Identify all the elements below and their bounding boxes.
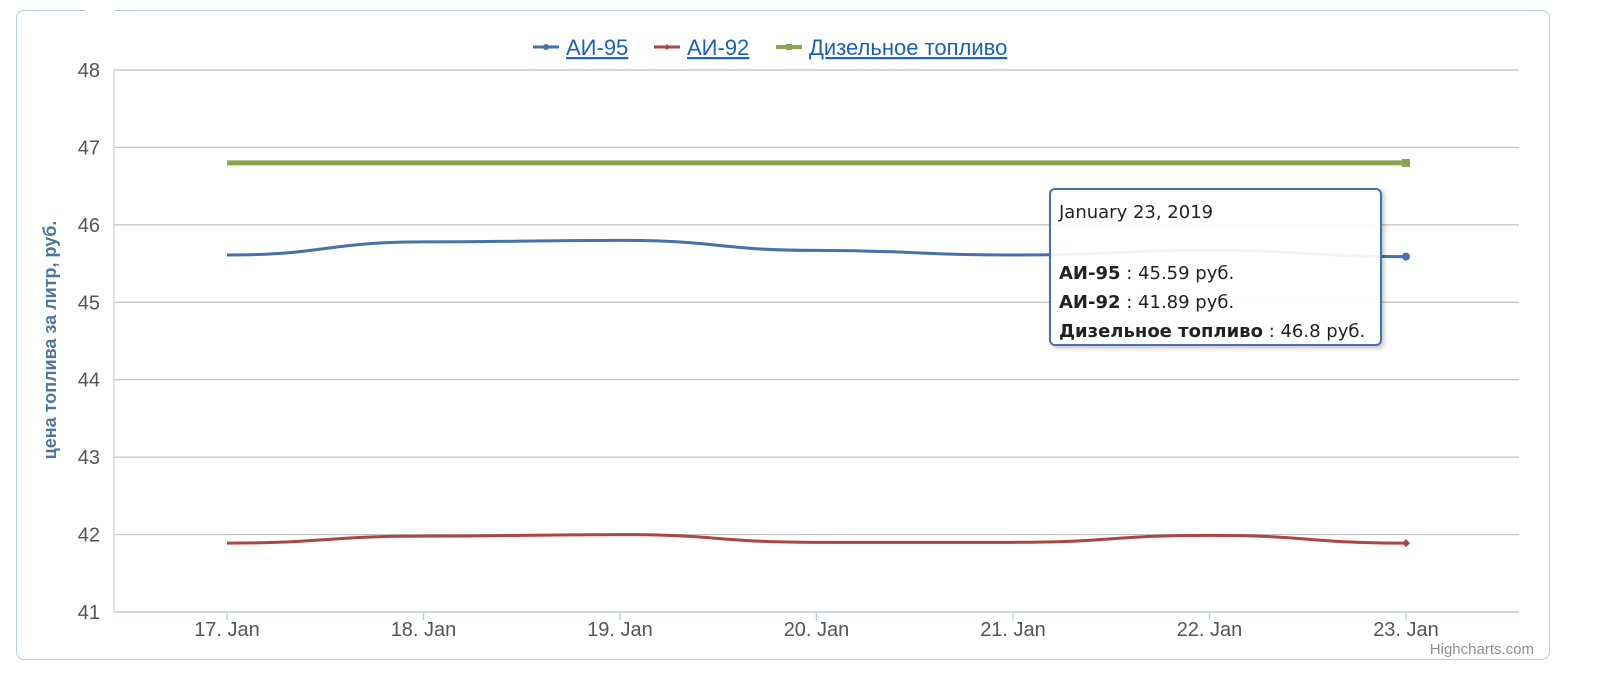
x-tick-label: 19. Jan [587, 619, 653, 641]
legend-label[interactable]: АИ-95 [566, 35, 628, 60]
y-tick-label: 42 [78, 525, 100, 547]
legend-item[interactable]: АИ-95 [533, 35, 628, 60]
y-tick-label: 41 [78, 602, 100, 624]
chart-container [16, 3, 1550, 660]
series-line [226, 533, 1407, 545]
tooltip-row: АИ-92 : 41.89 руб. [1059, 288, 1372, 317]
legend: АИ-95 АИ-92 Дизельное топливо [533, 35, 1007, 60]
legend-marker [786, 44, 792, 50]
y-axis-ticks: 41 42 43 44 45 46 47 48 [78, 60, 100, 624]
legend-item[interactable]: АИ-92 [654, 35, 749, 60]
tooltip-series-value: : 45.59 руб. [1126, 263, 1235, 284]
tooltip-series-name: АИ-95 [1059, 263, 1121, 284]
y-tick-label: 45 [78, 292, 100, 314]
tooltip-date: January 23, 2019 [1059, 202, 1214, 223]
y-tick-label: 43 [78, 447, 100, 469]
tooltip-series-name: Дизельное топливо [1059, 321, 1263, 342]
tooltip-series-name: АИ-92 [1059, 292, 1121, 313]
frame-notch [85, 3, 115, 19]
tooltip-series-value: : 41.89 руб. [1126, 292, 1235, 313]
x-tick-label: 17. Jan [194, 619, 260, 641]
x-tick-label: 20. Jan [784, 619, 850, 641]
tooltip-row: Дизельное топливо : 46.8 руб. [1059, 317, 1372, 346]
data-point [1402, 252, 1410, 261]
data-point [1402, 539, 1410, 548]
y-tick-label: 47 [78, 137, 100, 159]
tooltip: January 23, 2019 АИ-95 : 45.59 руб. АИ-9… [1049, 188, 1382, 346]
legend-item[interactable]: Дизельное топливо [776, 35, 1007, 60]
credits-link[interactable]: Highcharts.com [1430, 641, 1534, 658]
x-tick-label: 21. Jan [980, 619, 1046, 641]
tooltip-series-value: : 46.8 руб. [1268, 321, 1366, 342]
x-axis: 17. Jan 18. Jan 19. Jan 20. Jan 21. Jan 22. J… [114, 611, 1519, 641]
y-tick-label: 48 [78, 60, 100, 82]
y-axis-title: цена топлива за литр, руб. [40, 221, 60, 460]
legend-marker [664, 44, 670, 50]
y-tick-label: 44 [78, 370, 100, 392]
data-point [1402, 158, 1410, 167]
legend-label[interactable]: Дизельное топливо [809, 35, 1007, 60]
tooltip-row: АИ-95 : 45.59 руб. [1059, 259, 1372, 288]
y-tick-label: 46 [78, 215, 100, 237]
legend-marker [543, 44, 549, 50]
x-tick-label: 22. Jan [1177, 619, 1243, 641]
legend-label[interactable]: АИ-92 [687, 35, 749, 60]
x-tick-label: 23. Jan [1373, 619, 1439, 641]
x-tick-label: 18. Jan [391, 619, 457, 641]
